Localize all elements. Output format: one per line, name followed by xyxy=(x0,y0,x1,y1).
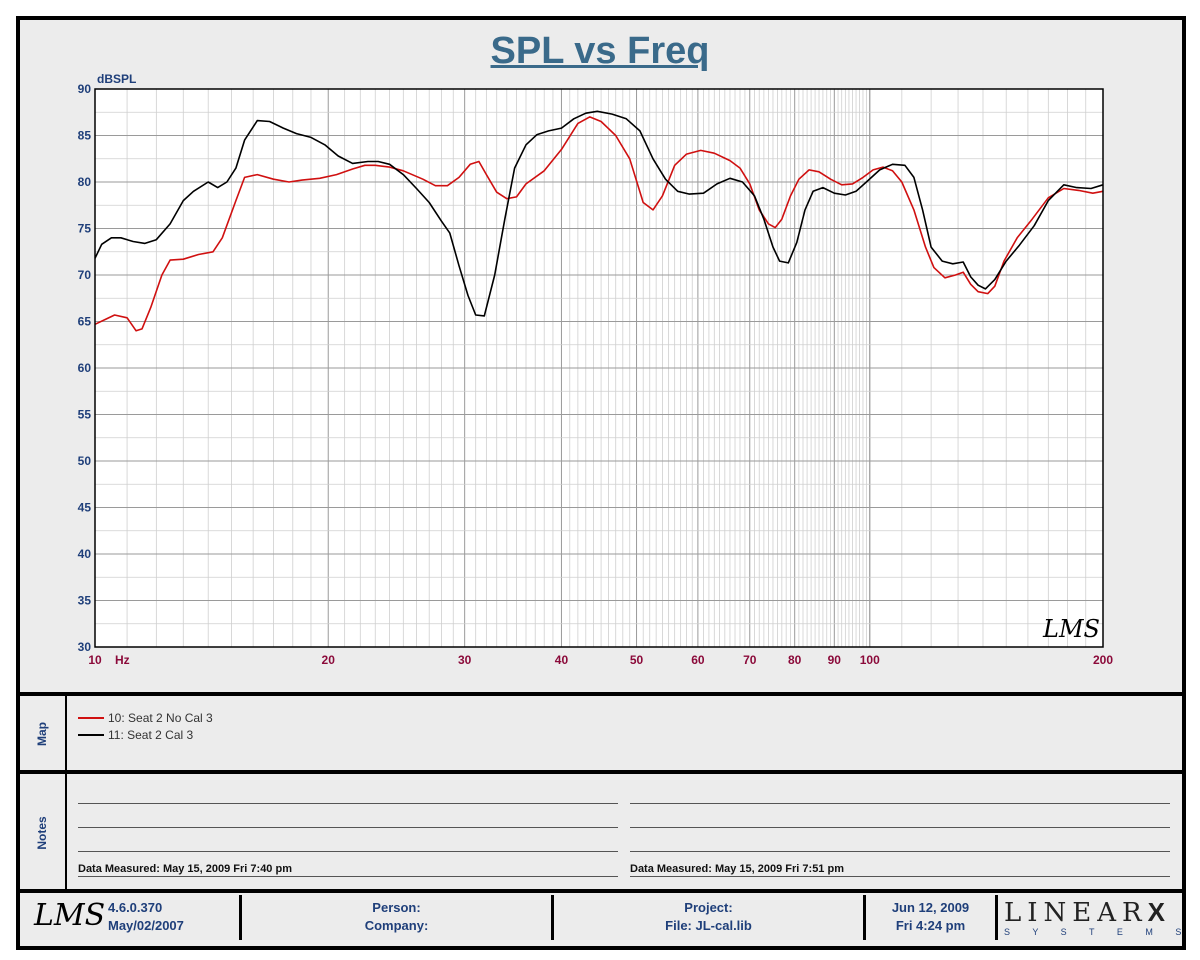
y-tick-label: 55 xyxy=(78,408,92,422)
version-date: May/02/2007 xyxy=(108,918,184,933)
notes-footer-divider xyxy=(16,889,1186,893)
note-line xyxy=(78,876,618,877)
note-line xyxy=(630,876,1170,877)
lms-watermark: LMS xyxy=(1042,615,1100,643)
footer-divider xyxy=(239,895,242,940)
measured-left: Data Measured: May 15, 2009 Fri 7:40 pm xyxy=(78,863,292,875)
lms-logo: LMS xyxy=(34,898,106,933)
brand-text: LINEAR xyxy=(1004,898,1148,928)
note-line xyxy=(630,803,1170,804)
legend-item: 11: Seat 2 Cal 3 xyxy=(78,728,193,742)
x-tick-label: 10 xyxy=(88,653,102,667)
y-tick-label: 60 xyxy=(78,361,92,375)
brand-x: X xyxy=(1147,897,1165,927)
measured-right: Data Measured: May 15, 2009 Fri 7:51 pm xyxy=(630,863,844,875)
chart-title: SPL vs Freq xyxy=(490,30,710,72)
person-label: Person: xyxy=(372,900,421,915)
notes-side-divider xyxy=(65,774,67,889)
x-tick-label: 100 xyxy=(860,653,880,667)
y-tick-label: 30 xyxy=(78,640,92,654)
map-notes-divider xyxy=(16,770,1186,774)
y-tick-label: 45 xyxy=(78,501,92,515)
legend-item: 10: Seat 2 No Cal 3 xyxy=(78,711,213,725)
footer-divider xyxy=(995,895,998,940)
legend-label: 10: Seat 2 No Cal 3 xyxy=(108,711,213,725)
linearx-logo: LINEARX S Y S T E M S xyxy=(1004,897,1192,938)
note-line xyxy=(630,827,1170,828)
chart-map-divider xyxy=(16,692,1186,696)
x-tick-label: 200 xyxy=(1093,653,1113,667)
footer-divider xyxy=(863,895,866,940)
footer-divider xyxy=(551,895,554,940)
y-tick-label: 35 xyxy=(78,594,92,608)
legend-swatch xyxy=(78,734,104,736)
version-number: 4.6.0.370 xyxy=(108,900,163,915)
y-tick-label: 50 xyxy=(78,454,92,468)
legend-swatch xyxy=(78,717,104,719)
file-name: File: JL-cal.lib xyxy=(665,918,752,933)
map-side-divider xyxy=(65,696,67,770)
notes-label: Notes xyxy=(35,816,49,850)
series-line-1 xyxy=(94,116,1104,332)
y-tick-label: 80 xyxy=(78,175,92,189)
company-label: Company: xyxy=(364,918,429,933)
note-line xyxy=(630,851,1170,852)
x-tick-label: 70 xyxy=(743,653,757,667)
x-tick-label: 60 xyxy=(691,653,705,667)
x-tick-label: 80 xyxy=(788,653,802,667)
report-date: Jun 12, 2009 xyxy=(891,900,970,915)
project-label: Project: xyxy=(684,900,733,915)
legend-label: 11: Seat 2 Cal 3 xyxy=(108,728,194,742)
y-tick-label: 75 xyxy=(78,222,92,236)
plot-border xyxy=(94,88,1104,648)
brand-sub: S Y S T E M S xyxy=(1004,927,1192,937)
y-tick-label: 90 xyxy=(78,82,92,96)
x-tick-label: 20 xyxy=(322,653,336,667)
series-line-2 xyxy=(94,110,1104,317)
version-cell: 4.6.0.370 May/02/2007 xyxy=(108,895,228,939)
date-cell: Jun 12, 2009 Fri 4:24 pm xyxy=(866,895,995,939)
note-line xyxy=(78,827,618,828)
note-line xyxy=(78,851,618,852)
project-cell: Project: File: JL-cal.lib xyxy=(554,895,863,939)
spl-chart: 30 35 40 45 50 55 60 65 70 75 80 85 90 dBSPL 10 20 30 40 5… xyxy=(78,72,1114,667)
x-tick-label: 90 xyxy=(828,653,842,667)
x-tick-label: 40 xyxy=(555,653,569,667)
map-label: Map xyxy=(35,722,49,746)
y-tick-label: 85 xyxy=(78,129,92,143)
person-cell: Person: Company: xyxy=(242,895,551,939)
y-tick-label: 70 xyxy=(78,268,92,282)
y-axis-label: dBSPL xyxy=(97,72,136,86)
note-line xyxy=(78,803,618,804)
x-unit-label: Hz xyxy=(115,653,130,667)
report-time: Fri 4:24 pm xyxy=(895,918,966,933)
x-tick-label: 30 xyxy=(458,653,472,667)
y-tick-label: 40 xyxy=(78,547,92,561)
y-tick-label: 65 xyxy=(78,315,92,329)
x-tick-label: 50 xyxy=(630,653,644,667)
